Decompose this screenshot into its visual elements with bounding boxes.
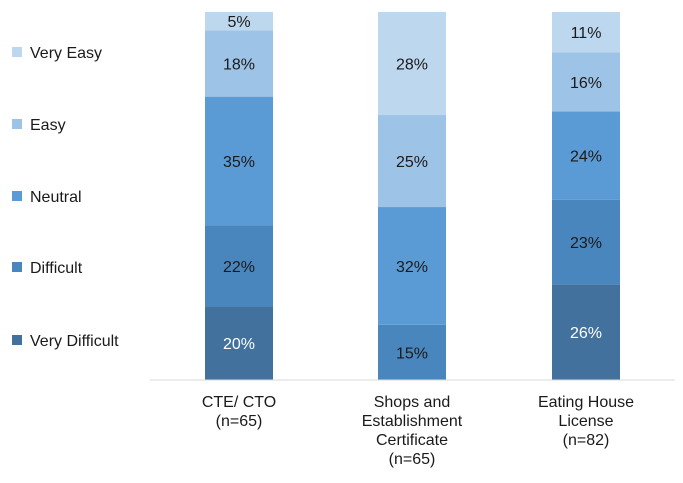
- legend-item-very-difficult: Very Difficult: [12, 333, 119, 350]
- legend-swatch: [12, 262, 22, 272]
- bars: 20% 22% 35% 18% 5% 15% 32% 25% 28% 26% 23% 24% 16% 11…: [205, 12, 620, 380]
- legend-item-difficult: Difficult: [12, 260, 83, 277]
- legend: Very Easy Easy Neutral Difficult Very Diffic…: [12, 45, 119, 350]
- category-label-line: (n=65): [216, 413, 263, 430]
- data-label: 22%: [223, 259, 255, 276]
- legend-item-neutral: Neutral: [12, 189, 82, 206]
- data-label: 11%: [571, 25, 602, 42]
- legend-item-easy: Easy: [12, 117, 66, 134]
- category-label-line: Certificate: [376, 432, 448, 449]
- legend-label: Very Difficult: [30, 333, 119, 350]
- data-label: 5%: [227, 14, 250, 31]
- bar-segment-1-very-easy: [205, 12, 273, 31]
- legend-label: Easy: [30, 117, 66, 134]
- bar-segment-1-difficult: [205, 225, 273, 307]
- category-label-line: (n=65): [389, 451, 436, 468]
- bar-segment-3-very-difficult: [552, 284, 620, 380]
- bar-segment-1-neutral: [205, 96, 273, 226]
- data-label: 23%: [570, 235, 602, 252]
- bar-segment-3-very-easy: [552, 12, 620, 53]
- bar-segment-3-difficult: [552, 199, 620, 285]
- bar-segment-2-easy: [378, 115, 446, 208]
- category-label-line: (n=82): [563, 432, 610, 449]
- category-label-line: Shops and: [374, 394, 451, 411]
- legend-swatch: [12, 191, 22, 201]
- legend-label: Difficult: [30, 260, 83, 277]
- category-label-3: Eating House License (n=82): [538, 394, 634, 449]
- legend-swatch: [12, 47, 22, 57]
- data-label: 15%: [396, 345, 428, 362]
- category-label-line: CTE/ CTO: [202, 394, 276, 411]
- legend-swatch: [12, 119, 22, 129]
- category-label-1: CTE/ CTO (n=65): [202, 394, 276, 430]
- data-label: 25%: [396, 154, 428, 171]
- legend-label: Neutral: [30, 189, 82, 206]
- data-label: 32%: [396, 259, 428, 276]
- bar-segment-3-easy: [552, 52, 620, 112]
- category-label-line: Eating House: [538, 394, 634, 411]
- bar-segment-2-very-easy: [378, 12, 446, 116]
- data-label: 28%: [396, 57, 428, 74]
- legend-item-very-easy: Very Easy: [12, 45, 102, 62]
- category-labels: CTE/ CTO (n=65) Shops and Establishment Cert…: [202, 394, 634, 468]
- category-label-2: Shops and Establishment Certificate (n=65): [362, 394, 463, 468]
- bar-segment-2-difficult: [378, 324, 446, 380]
- data-label: 16%: [570, 75, 602, 92]
- category-label-line: License: [558, 413, 613, 430]
- data-label: 20%: [223, 336, 255, 353]
- legend-swatch: [12, 335, 22, 345]
- bar-segment-3-neutral: [552, 111, 620, 200]
- category-label-line: Establishment: [362, 413, 463, 430]
- bar-segment-1-easy: [205, 30, 273, 97]
- data-label: 35%: [223, 154, 255, 171]
- data-label: 18%: [223, 57, 255, 74]
- data-label: 24%: [570, 149, 602, 166]
- legend-label: Very Easy: [30, 45, 102, 62]
- bar-segment-2-neutral: [378, 207, 446, 325]
- data-label: 26%: [570, 325, 602, 342]
- bar-segment-1-very-difficult: [205, 306, 273, 380]
